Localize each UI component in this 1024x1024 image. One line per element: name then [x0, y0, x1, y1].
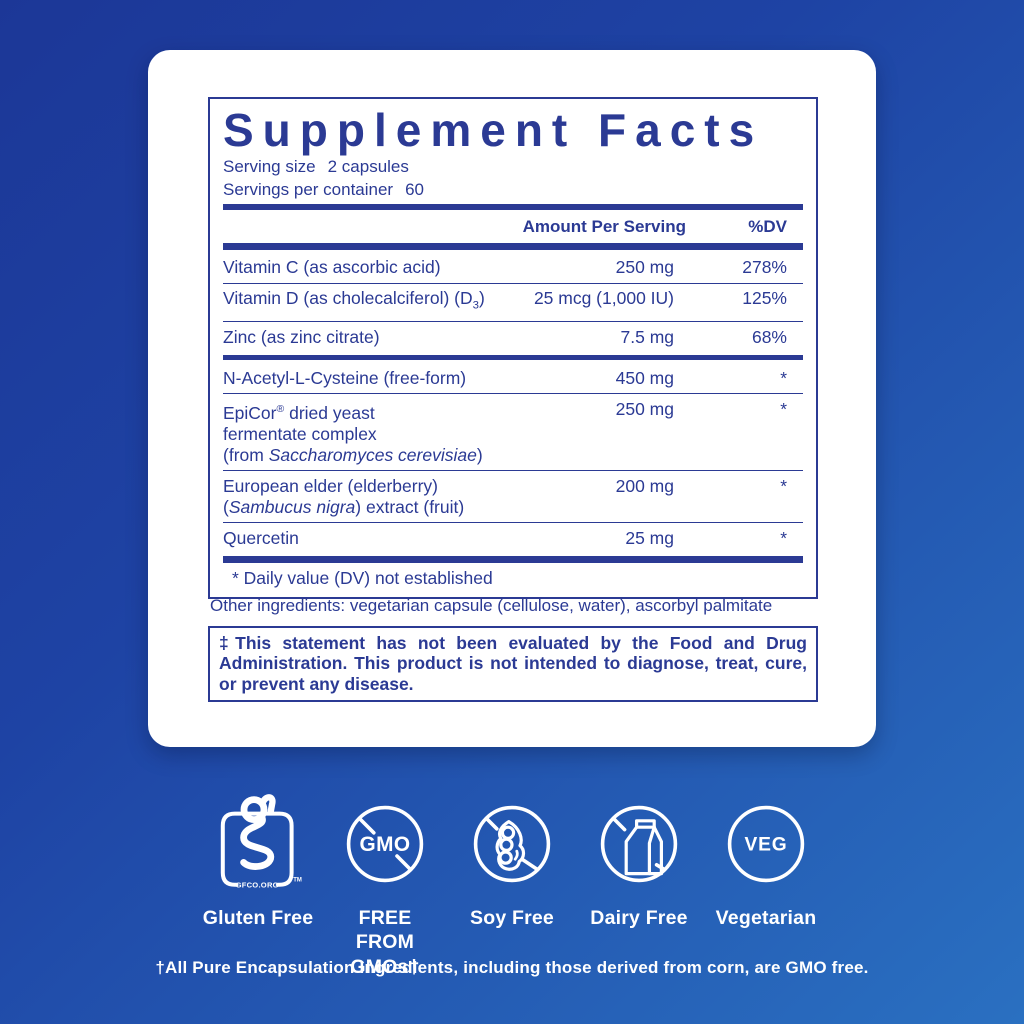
fda-disclaimer-box: ‡This statement has not been evaluated b… — [208, 626, 818, 702]
veg-icon-text: VEG — [745, 834, 788, 855]
daily-value-percent: 278% — [742, 257, 787, 278]
daily-value-percent: 68% — [751, 326, 787, 347]
nutrient-row: Vitamin D (as cholecalciferol) (D3) 25 mc… — [223, 282, 803, 322]
panel-title: Supplement Facts — [223, 104, 764, 156]
serving-size-line: Serving size 2 capsules — [223, 157, 803, 177]
milk-carton-crossed-icon — [583, 792, 695, 896]
amount-per-serving-value: 25 mg — [625, 527, 674, 548]
nutrient-name: Vitamin D (as cholecalciferol) (D3) — [223, 288, 485, 312]
nutrient-row: European elder (elderberry) (Sambucus nig… — [223, 470, 803, 522]
badge-soy-free: Soy Free — [456, 792, 568, 979]
nutrient-name: Quercetin — [223, 527, 299, 548]
nutrient-name: EpiCor® dried yeast fermentate complex (fr… — [223, 402, 483, 465]
vitamin-rows-group: Vitamin C (as ascorbic acid) 250 mg 278% Vi… — [210, 253, 816, 353]
dv-column-header: %DV — [748, 216, 787, 236]
nutrient-name: European elder (elderberry) (Sambucus nig… — [223, 475, 465, 517]
supplement-facts-panel: Supplement Facts Serving size 2 capsules… — [208, 97, 818, 600]
column-header-row: Amount Per Serving %DV — [223, 213, 803, 240]
badge-label-gluten-free: Gluten Free — [202, 907, 314, 929]
nutrient-row: EpiCor® dried yeast fermentate complex (fr… — [223, 393, 803, 470]
daily-value-percent: * — [780, 367, 787, 388]
nutrient-name: N-Acetyl-L-Cysteine (free-form) — [223, 367, 467, 388]
serving-size-label: Serving size — [223, 157, 316, 176]
group-divider — [223, 355, 803, 361]
badge-vegetarian: VEG Vegetarian — [710, 792, 822, 979]
thick-divider — [223, 556, 803, 564]
servings-label: Servings per container — [223, 180, 394, 200]
nutrient-row: Vitamin C (as ascorbic acid) 250 mg 278% — [223, 253, 803, 283]
soy-pod-crossed-icon — [456, 792, 568, 896]
badge-label-dairy-free: Dairy Free — [590, 907, 688, 929]
badge-gluten-free: GFCO.ORG TM Gluten Free — [202, 792, 314, 979]
amount-per-serving-value: 250 mg — [615, 398, 674, 419]
gmo-crossed-circle-icon: GMO — [329, 792, 441, 896]
badge-label-vegetarian: Vegetarian — [715, 907, 817, 929]
badge-label-gmo-free: FREE FROM GMOs† — [350, 907, 420, 978]
trademark-text: TM — [293, 878, 302, 884]
veg-circle-icon: VEG — [710, 792, 822, 896]
amount-per-serving-value: 450 mg — [615, 367, 674, 388]
gfco-org-text: GFCO.ORG — [236, 881, 279, 890]
daily-value-note: * Daily value (DV) not established — [232, 568, 493, 589]
badge-dairy-free: Dairy Free — [583, 792, 695, 979]
servings-per-container-line: Servings per container 60 — [223, 180, 803, 200]
amount-per-serving-value: 25 mcg (1,000 IU) — [533, 288, 674, 309]
amount-per-serving-value: 250 mg — [615, 257, 674, 278]
daily-value-percent: * — [780, 398, 787, 419]
thick-divider — [223, 242, 803, 250]
badge-gmo-free: GMO FREE FROM GMOs† — [329, 792, 441, 979]
nutrient-row: Quercetin 25 mg * — [223, 522, 803, 553]
nutrient-row: Zinc (as zinc citrate) 7.5 mg 68% — [223, 321, 803, 352]
other-nutrient-rows-group: N-Acetyl-L-Cysteine (free-form) 450 mg * Ep… — [210, 363, 816, 553]
amount-column-header: Amount Per Serving — [522, 216, 686, 236]
gfco-gluten-free-logo-icon: GFCO.ORG TM — [202, 792, 314, 896]
thick-divider — [223, 203, 803, 210]
daily-value-percent: 125% — [742, 288, 787, 309]
certification-badges-row: GFCO.ORG TM Gluten Free GMO FREE FROM GM… — [0, 792, 1024, 979]
gmo-icon-text: GMO — [360, 833, 411, 856]
gmo-free-footnote: †All Pure Encapsulation Ingredients, inc… — [155, 958, 869, 977]
nutrient-name: Zinc (as zinc citrate) — [223, 326, 380, 347]
daily-value-percent: * — [780, 527, 787, 548]
badge-label-soy-free: Soy Free — [470, 907, 554, 929]
serving-size-value: 2 capsules — [327, 157, 409, 176]
daily-value-percent: * — [780, 475, 787, 496]
nutrient-name: Vitamin C (as ascorbic acid) — [223, 257, 441, 278]
nutrient-row: N-Acetyl-L-Cysteine (free-form) 450 mg * — [223, 363, 803, 393]
other-ingredients-text: Other ingredients: vegetarian capsule (c… — [210, 596, 773, 615]
amount-per-serving-value: 7.5 mg — [620, 326, 675, 347]
servings-value: 60 — [405, 180, 425, 200]
label-card: Supplement Facts Serving size 2 capsules… — [148, 50, 876, 747]
amount-per-serving-value: 200 mg — [615, 475, 674, 496]
